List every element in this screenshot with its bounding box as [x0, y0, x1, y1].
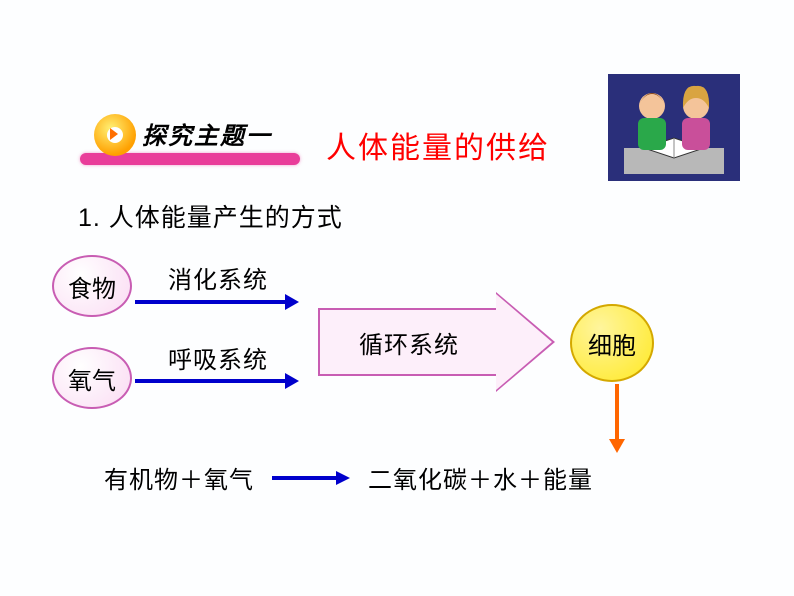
- arrow-line: [135, 379, 285, 383]
- arrow-to-equation: [609, 384, 625, 453]
- node-food: 食物: [52, 255, 132, 317]
- badge-text: 探究主题一: [142, 116, 272, 151]
- arrow-head-icon: [336, 471, 350, 485]
- node-cell-label: 细胞: [588, 326, 636, 361]
- node-oxygen: 氧气: [52, 347, 132, 409]
- arrow-digestive: [135, 294, 299, 310]
- arrow-circulatory-body: 循环系统: [318, 308, 498, 376]
- students-clipart: [604, 70, 744, 185]
- equation-right: 二氧化碳＋水＋能量: [368, 460, 593, 495]
- section-subtitle: 1. 人体能量产生的方式: [78, 198, 343, 234]
- arrow-right-icon: [110, 128, 118, 140]
- arrow-line: [135, 300, 285, 304]
- arrow-circulatory: 循环系统: [318, 294, 563, 390]
- header: 探究主题一 人体能量的供给: [80, 120, 550, 170]
- arrow-label-respiratory: 呼吸系统: [168, 340, 268, 375]
- topic-badge: 探究主题一: [80, 120, 310, 170]
- topic-title: 人体能量的供给: [326, 123, 550, 167]
- node-oxygen-label: 氧气: [68, 361, 116, 396]
- arrow-head-icon: [285, 294, 299, 310]
- reaction-equation: 有机物＋氧气 二氧化碳＋水＋能量: [104, 460, 593, 495]
- equation-arrow: [272, 471, 350, 485]
- arrow-head-down-icon: [609, 439, 625, 453]
- arrow-line: [615, 384, 619, 439]
- node-food-label: 食物: [68, 269, 116, 304]
- arrow-head-icon: [496, 294, 552, 390]
- node-cell: 细胞: [570, 304, 654, 382]
- arrow-circulatory-label: 循环系统: [359, 325, 459, 360]
- arrow-head-icon: [285, 373, 299, 389]
- equation-left: 有机物＋氧气: [104, 460, 254, 495]
- arrow-respiratory: [135, 373, 299, 389]
- arrow-line: [272, 476, 336, 480]
- arrow-label-digestive: 消化系统: [168, 260, 268, 295]
